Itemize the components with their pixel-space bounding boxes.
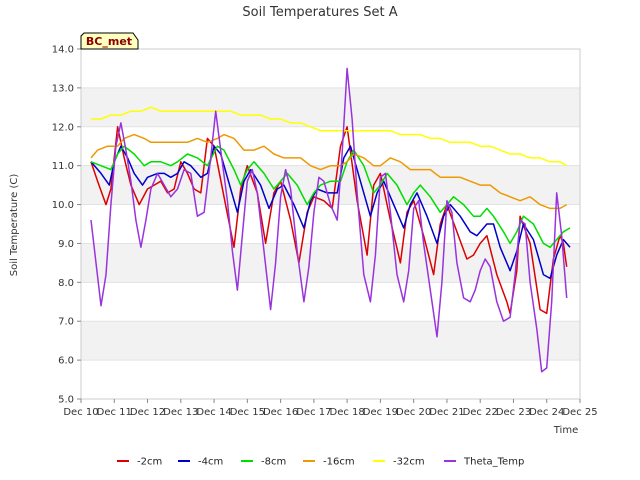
series-line-0 (90, 126, 568, 315)
x-tick-label: Dec 17 (296, 407, 331, 418)
x-tick-label: Dec 15 (230, 407, 265, 418)
x-tick-label: Dec 10 (63, 407, 98, 418)
y-axis-label: Soil Temperature (C) (9, 174, 20, 277)
x-tick-label: Dec 21 (429, 407, 464, 418)
x-tick-label: Dec 12 (130, 407, 165, 418)
x-tick-label: Dec 20 (396, 407, 431, 418)
chart-title: Soil Temperatures Set A (242, 5, 397, 20)
badge-text: BC_met (86, 35, 132, 48)
x-tick-label: Dec 16 (263, 407, 298, 418)
x-axis-label: Time (553, 425, 578, 436)
series-lines (90, 67, 571, 373)
series-line-5 (90, 67, 568, 373)
legend-label: -4cm (198, 457, 223, 468)
legend-label: Theta_Temp (463, 457, 524, 468)
legend-label: -16cm (323, 457, 355, 468)
y-tick-label: 11.0 (52, 161, 74, 172)
y-tick-label: 13.0 (52, 83, 74, 94)
y-tick-label: 6.0 (58, 356, 74, 367)
y-tick-label: 14.0 (52, 45, 74, 56)
legend-label: -32cm (393, 457, 425, 468)
x-tick-label: Dec 24 (529, 407, 564, 418)
y-tick-label: 5.0 (58, 395, 74, 406)
x-tick-label: Dec 25 (562, 407, 597, 418)
y-tick-label: 10.0 (52, 200, 74, 211)
legend-label: -2cm (137, 457, 162, 468)
grid-band (81, 165, 580, 205)
series-line-4 (91, 106, 568, 167)
badge: BC_met (80, 32, 139, 50)
x-tick-label: Dec 14 (196, 407, 231, 418)
series-line-3 (90, 133, 568, 210)
grid-band (81, 243, 580, 283)
grid-bands (81, 87, 580, 361)
y-tick-label: 8.0 (58, 278, 74, 289)
grid-band (81, 321, 580, 361)
plot-frame (80, 48, 581, 400)
y-tick-label: 7.0 (58, 317, 74, 328)
y-tick-label: 9.0 (58, 239, 74, 250)
grid-band (81, 87, 580, 127)
x-tick-label: Dec 11 (97, 407, 132, 418)
legend-label: -8cm (261, 457, 286, 468)
legend: -2cm -4cm -8cm -16cm -32cm Theta_Temp (117, 457, 524, 468)
series-line-1 (90, 145, 571, 280)
x-tick-label: Dec 23 (496, 407, 531, 418)
x-tick-label: Dec 22 (463, 407, 498, 418)
x-tick-label: Dec 18 (330, 407, 365, 418)
x-tick-label: Dec 19 (363, 407, 398, 418)
y-axis-ticks: 5.0 6.0 7.0 8.0 9.0 10.0 11.0 12.0 13.0 14.0 (52, 45, 81, 406)
y-tick-label: 12.0 (52, 122, 74, 133)
x-tick-label: Dec 13 (163, 407, 198, 418)
